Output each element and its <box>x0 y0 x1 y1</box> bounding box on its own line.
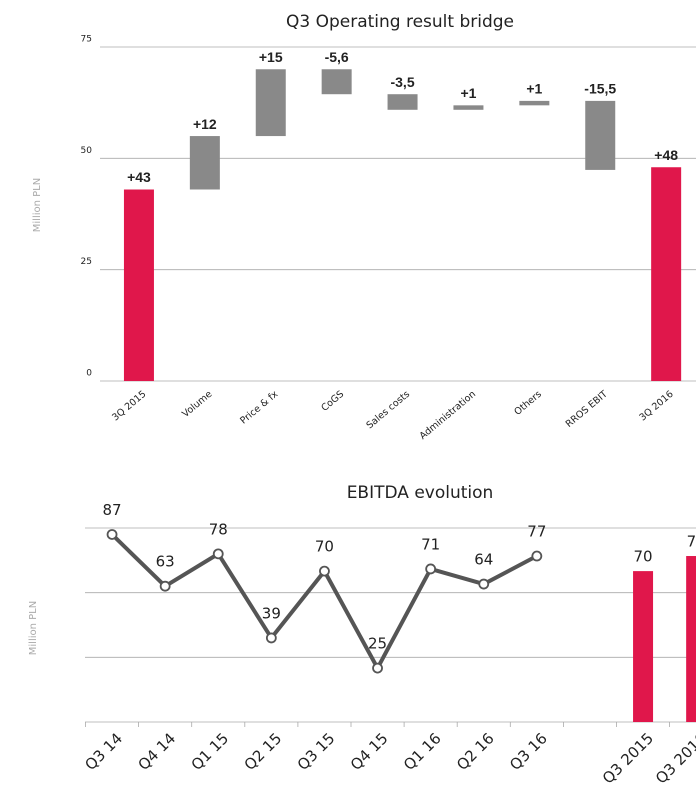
x-tick-label: Q2 15 <box>241 729 286 774</box>
bar <box>321 69 352 95</box>
x-tick-label: Q3 2016 <box>652 729 696 787</box>
bar <box>633 571 654 722</box>
point <box>319 565 330 577</box>
data-label: 70 <box>315 538 334 556</box>
bar <box>686 556 696 722</box>
x-tick-label: Administration <box>418 389 478 442</box>
chart-title: Q3 Operating result bridge <box>286 12 514 32</box>
x-tick-label: Price & fx <box>238 389 280 427</box>
data-label: +48 <box>654 147 678 163</box>
data-label: 64 <box>474 551 493 569</box>
data-label: -3,5 <box>390 74 414 90</box>
bar <box>453 105 484 110</box>
x-tick-label: Q4 15 <box>347 729 392 774</box>
x-tick-label: CoGS <box>319 389 346 414</box>
data-label: 78 <box>209 520 228 538</box>
point <box>159 580 171 592</box>
x-tick-label: Q1 16 <box>400 729 445 774</box>
data-label: 71 <box>421 535 440 553</box>
data-label: -15,5 <box>584 81 616 97</box>
data-label: -5,6 <box>325 49 349 65</box>
point <box>372 662 383 674</box>
data-label: +1 <box>526 81 542 97</box>
x-tick-label: Q2 16 <box>453 729 498 774</box>
data-label: 63 <box>156 553 175 571</box>
data-label: 77 <box>687 533 696 551</box>
x-tick-label: 3Q 2016 <box>637 389 675 424</box>
point <box>265 632 277 644</box>
data-label: 77 <box>527 523 546 541</box>
bar <box>585 100 616 170</box>
y-tick-label: 0 <box>86 369 92 379</box>
data-label: +43 <box>127 169 151 185</box>
x-tick-label: Q3 2015 <box>599 729 657 787</box>
y-tick-label: 75 <box>81 35 92 45</box>
data-label: 70 <box>634 548 653 566</box>
x-tick-label: Q4 14 <box>134 729 179 774</box>
data-label: +15 <box>259 49 283 65</box>
x-tick-label: Volume <box>180 389 214 420</box>
bar <box>387 94 418 110</box>
bar <box>123 189 154 381</box>
y-axis-label: Million PLN <box>32 178 43 232</box>
x-tick-label: Q3 14 <box>81 729 126 774</box>
point <box>425 563 437 575</box>
x-tick-label: 3Q 2015 <box>110 389 148 424</box>
bar <box>189 136 220 190</box>
x-tick-label: RROS EBIT <box>564 389 610 430</box>
chart-title: EBITDA evolution <box>347 483 494 503</box>
point <box>478 578 490 590</box>
x-tick-label: Q1 15 <box>188 729 233 774</box>
point <box>212 548 224 560</box>
y-axis-label: Million PLN <box>28 601 39 655</box>
y-tick-label: 25 <box>81 257 92 267</box>
data-label: 87 <box>103 501 122 519</box>
y-tick-label: 50 <box>81 146 93 156</box>
bar <box>651 167 682 381</box>
data-label: 25 <box>368 635 387 653</box>
point <box>531 550 543 562</box>
data-label: +1 <box>460 85 476 101</box>
data-label: 39 <box>262 604 281 622</box>
x-tick-label: Q3 16 <box>506 729 551 774</box>
x-tick-label: Q3 15 <box>294 729 339 774</box>
point <box>106 529 118 540</box>
bar <box>519 100 550 106</box>
x-tick-label: Sales costs <box>364 389 412 432</box>
x-tick-label: Others <box>512 389 544 418</box>
bar <box>255 69 286 137</box>
data-label: +12 <box>193 116 217 132</box>
